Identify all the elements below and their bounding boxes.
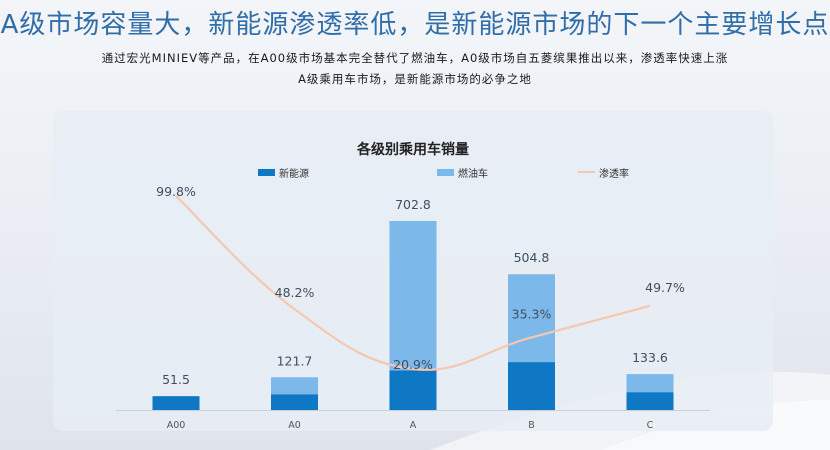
legend-label-penetration: 渗透率: [599, 168, 629, 180]
legend-swatch-new-energy: [258, 168, 275, 176]
legend-label-new-energy: 新能源: [279, 168, 309, 180]
penetration-label-a00: 99.8%: [156, 184, 196, 199]
total-label-b: 504.8: [514, 250, 550, 265]
bar-new-energy-b: [508, 362, 555, 410]
x-tick-label-a0: A0: [288, 420, 301, 431]
total-label-a: 702.8: [395, 197, 431, 212]
penetration-label-b: 35.3%: [512, 306, 552, 321]
legend-item-fuel: 燃油车: [437, 164, 488, 180]
legend-label-fuel: 燃油车: [458, 168, 488, 180]
legend-item-penetration: 渗透率: [578, 164, 629, 180]
penetration-label-a: 20.9%: [393, 357, 433, 372]
bar-new-energy-c: [626, 392, 674, 410]
bar-new-energy-a: [389, 370, 437, 410]
penetration-label-a0: 48.2%: [275, 285, 315, 300]
x-tick-label-c: C: [647, 420, 654, 431]
bar-fuel-a0: [271, 377, 318, 395]
legend-swatch-penetration: [578, 171, 595, 173]
total-label-a00: 51.5: [162, 372, 190, 387]
chart-title: 各级别乘用车销量: [357, 142, 469, 158]
page-subtitle-line-1: 通过宏光MINIEV等产品，在A00级市场基本完全替代了燃油车，A0级市场自五菱…: [101, 51, 729, 65]
x-tick-label-a: A: [410, 420, 417, 431]
penetration-label-c: 49.7%: [645, 280, 685, 295]
penetration-line: [175, 195, 651, 371]
legend-swatch-fuel: [437, 168, 454, 176]
page-title: A级市场容量大，新能源渗透率低，是新能源市场的下一个主要增长点: [0, 10, 830, 40]
bar-new-energy-a00: [152, 396, 200, 410]
x-tick-label-b: B: [528, 420, 535, 431]
bar-fuel-a: [389, 221, 437, 371]
x-tick-label-a00: A00: [167, 420, 186, 431]
bar-fuel-c: [626, 374, 674, 393]
total-label-c: 133.6: [632, 350, 668, 365]
bar-fuel-b: [508, 274, 555, 363]
page-subtitle-line-2: A级乘用车市场，是新能源市场的必争之地: [298, 72, 532, 86]
total-label-a0: 121.7: [277, 353, 313, 368]
bar-new-energy-a0: [271, 394, 318, 410]
legend-item-new-energy: 新能源: [258, 164, 309, 180]
